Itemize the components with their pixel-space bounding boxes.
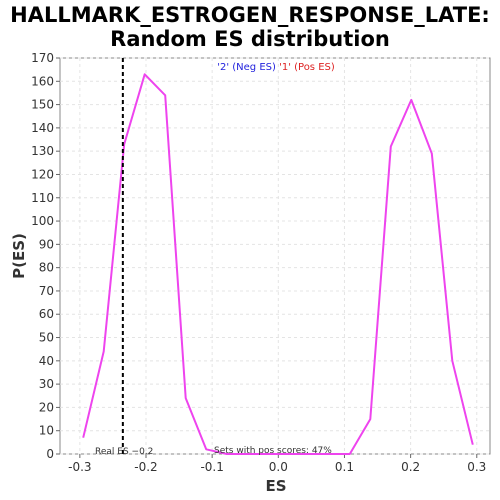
y-tick-label: 80 [39,261,54,275]
x-tick-label: -0.3 [68,460,91,474]
pos-scores-annotation: Sets with pos scores: 47% [214,446,332,456]
grid [60,57,490,455]
y-tick-label: 70 [39,284,54,298]
x-tick-label: 0.3 [467,460,486,474]
y-tick-label: 10 [39,424,54,438]
y-tick-label: 130 [31,144,54,158]
series [82,73,474,455]
x-axis-label: ES [265,477,286,495]
y-tick-label: 90 [39,237,54,251]
x-tick-label: 0.1 [335,460,354,474]
x-axis-ticks: -0.3 -0.2 -0.1 0.0 0.1 0.2 0.3 [68,454,486,474]
y-tick-label: 40 [39,354,54,368]
x-tick-label: 0.2 [401,460,420,474]
legend-pos-entry: '1' (Pos ES) [279,62,335,73]
chart-title-line2: Random ES distribution [110,27,390,51]
y-tick-label: 60 [39,307,54,321]
y-axis-label: P(ES) [10,233,28,279]
x-tick-label: -0.1 [200,460,223,474]
y-tick-label: 110 [31,191,54,205]
y-tick-label: 150 [31,98,54,112]
y-tick-label: 160 [31,74,54,88]
y-tick-label: 120 [31,167,54,181]
chart-title-line1: HALLMARK_ESTROGEN_RESPONSE_LATE: [10,3,490,27]
y-tick-label: 20 [39,400,54,414]
x-tick-label: -0.2 [134,460,157,474]
y-tick-label: 170 [31,51,54,65]
plot-area [59,57,491,455]
y-tick-label: 50 [39,331,54,345]
y-axis-ticks: 0 10 20 30 40 50 60 70 80 90 100 110 120 130 140 150 160… [31,51,60,461]
real-es-label: Real ES −0.2 [95,447,153,457]
legend-neg-entry: '2' (Neg ES) [217,62,276,73]
y-tick-label: 100 [31,214,54,228]
legend: '2' (Neg ES) '1' (Pos ES) [217,62,335,73]
random-es-series-line [82,73,474,455]
y-tick-label: 140 [31,121,54,135]
y-tick-label: 0 [46,447,54,461]
y-tick-label: 30 [39,377,54,391]
x-tick-label: 0.0 [269,460,288,474]
